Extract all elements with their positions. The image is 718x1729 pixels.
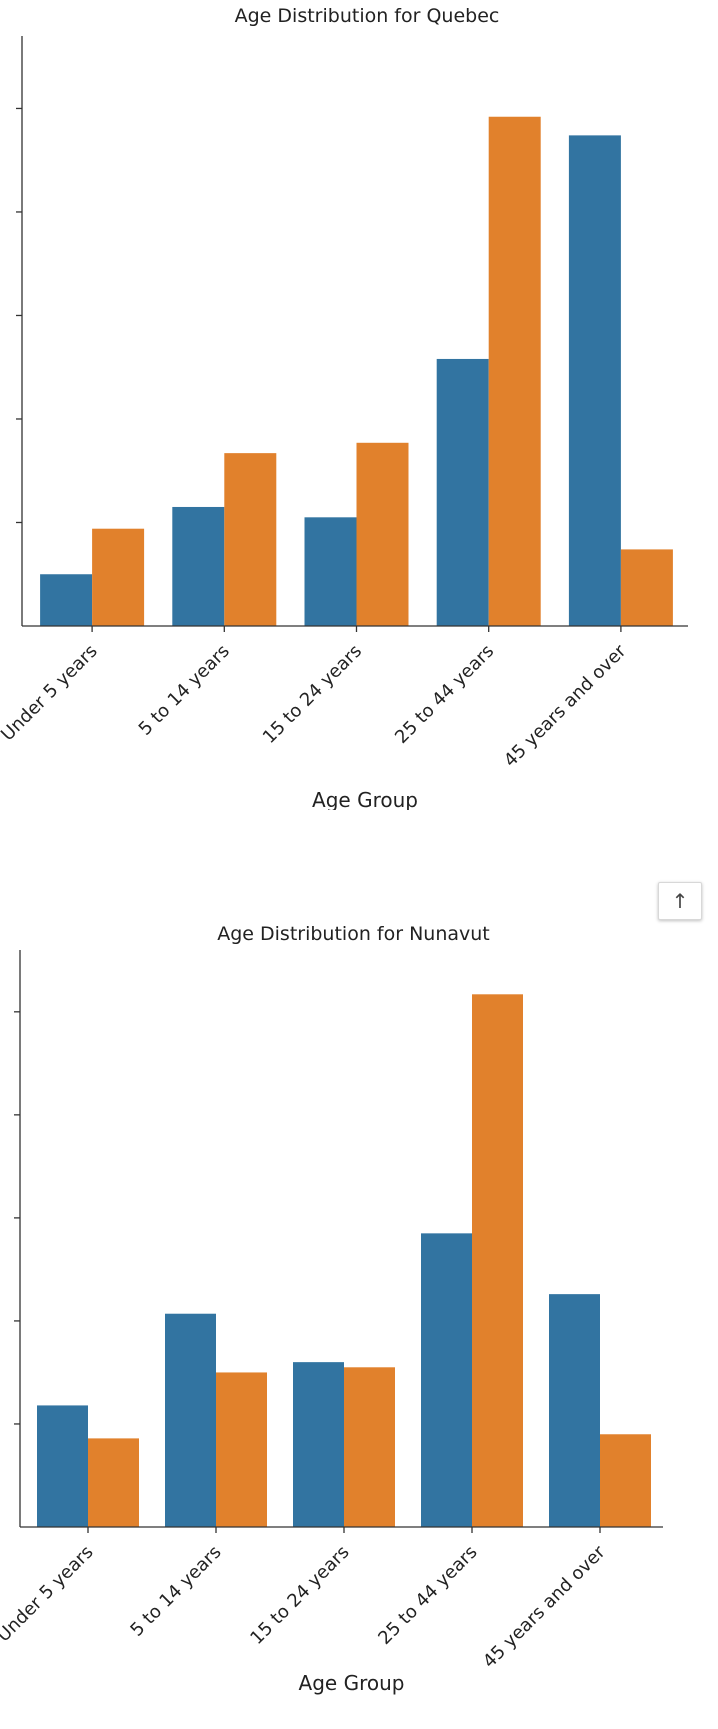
bar-blue-1: [165, 1313, 216, 1527]
bar-orange-3: [488, 116, 541, 626]
bar-orange-2: [344, 1367, 395, 1527]
bar-blue-4: [568, 135, 621, 627]
scroll-to-top-button[interactable]: ↑: [658, 882, 702, 920]
bar-orange-4: [600, 1434, 651, 1527]
bar-orange-2: [356, 442, 409, 626]
bar-blue-3: [421, 1233, 472, 1527]
bar-blue-4: [549, 1294, 600, 1527]
x-tick-label: Under 5 years: [0, 641, 102, 746]
bar-orange-3: [472, 994, 523, 1527]
x-axis-label: Age Group: [312, 788, 418, 810]
bar-orange-0: [92, 528, 145, 626]
x-tick-label: 25 to 44 years: [391, 641, 498, 748]
x-tick-label: Under 5 years: [0, 1542, 98, 1647]
arrow-up-icon: ↑: [671, 889, 689, 913]
chart-nunavut: Age Distribution for Nunavut Under 5 year…: [0, 923, 663, 1695]
bar-blue-0: [37, 1405, 88, 1527]
x-tick-label: 15 to 24 years: [259, 641, 366, 748]
bar-orange-1: [224, 453, 277, 626]
bar-blue-0: [40, 574, 93, 626]
x-tick-label: 25 to 44 years: [374, 1542, 481, 1649]
x-tick-label: 15 to 24 years: [246, 1542, 353, 1649]
bar-orange-1: [216, 1372, 267, 1527]
x-axis-label: Age Group: [299, 1671, 405, 1695]
bar-blue-2: [304, 517, 357, 626]
chart-title: Age Distribution for Nunavut: [217, 923, 490, 945]
bar-blue-1: [172, 506, 225, 626]
x-tick-label: 5 to 14 years: [126, 1542, 225, 1641]
chart-title: Age Distribution for Quebec: [235, 5, 500, 27]
bar-orange-0: [88, 1438, 139, 1527]
bar-blue-2: [293, 1362, 344, 1527]
chart-quebec: Age Distribution for Quebec Under 5 years…: [0, 5, 688, 810]
bar-orange-4: [620, 549, 673, 626]
bar-blue-3: [436, 358, 489, 626]
x-tick-label: 45 years and over: [479, 1541, 610, 1672]
x-tick-label: 5 to 14 years: [135, 641, 234, 740]
x-tick-label: 45 years and over: [500, 640, 631, 771]
